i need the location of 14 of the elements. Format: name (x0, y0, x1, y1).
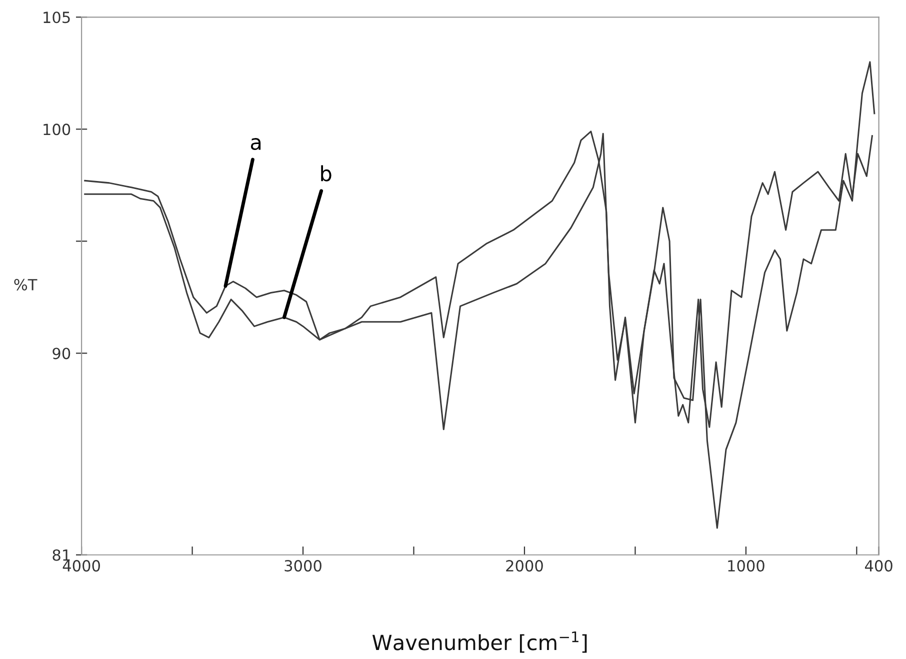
annotation: a (250, 138, 261, 150)
x-axis-title: Wavenumber [cm$^{−1}$] (372, 631, 587, 653)
x-tick-label: 4000 (62, 560, 100, 572)
y-tick-label: 81 (52, 549, 70, 561)
y-tick-label: 105 (44, 12, 70, 24)
x-tick-label: 2000 (506, 560, 543, 572)
y-tick-label: 90 (52, 348, 70, 360)
y-axis-title: %T (14, 278, 38, 290)
y-tick-label: 100 (44, 124, 70, 136)
x-tick-label: 3000 (284, 560, 322, 572)
x-tick-label: 1000 (728, 560, 764, 572)
annotation: b (321, 165, 332, 182)
x-tick-label: 400 (864, 560, 892, 572)
line-series (84, 61, 876, 529)
